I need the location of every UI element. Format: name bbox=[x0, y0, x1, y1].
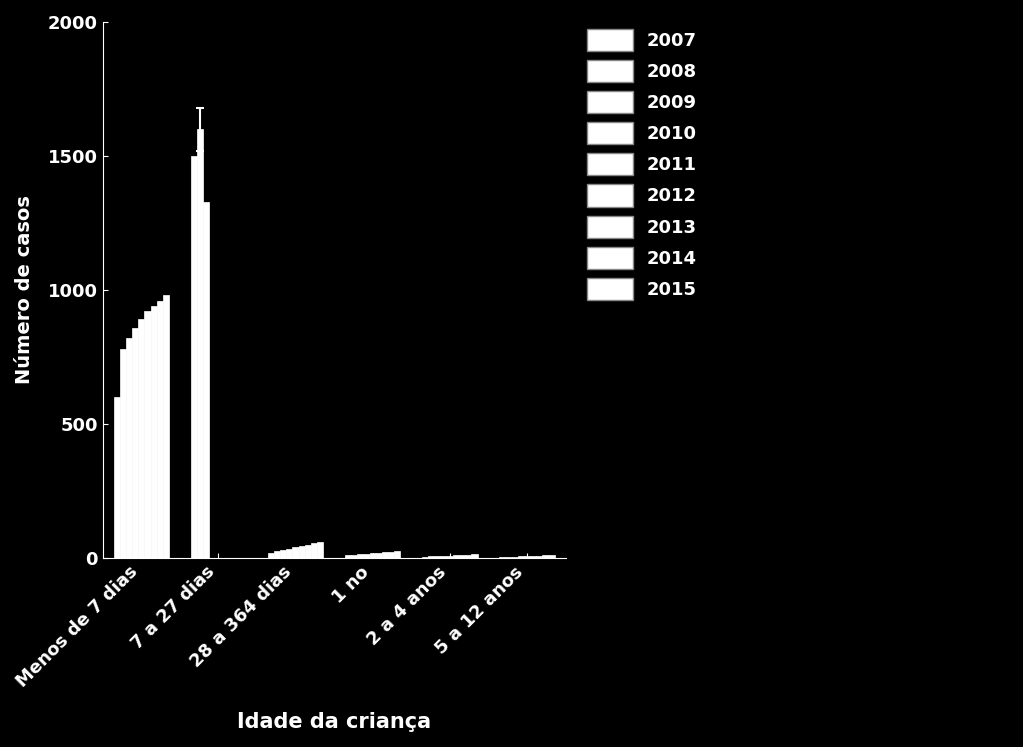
Bar bbox=[429, 557, 435, 558]
Bar bbox=[499, 557, 505, 558]
Bar bbox=[280, 550, 286, 558]
Bar bbox=[351, 555, 357, 558]
Bar bbox=[144, 311, 150, 558]
Bar bbox=[363, 554, 369, 558]
Bar bbox=[311, 543, 317, 558]
Bar bbox=[375, 553, 382, 558]
Bar bbox=[190, 156, 196, 558]
Bar bbox=[150, 306, 157, 558]
Bar bbox=[293, 548, 299, 558]
Bar bbox=[305, 545, 311, 558]
Bar bbox=[536, 556, 542, 558]
Bar bbox=[524, 556, 530, 558]
Bar bbox=[345, 555, 351, 558]
Bar bbox=[357, 554, 363, 558]
Bar bbox=[196, 129, 203, 558]
Bar bbox=[422, 557, 429, 558]
Bar bbox=[157, 301, 163, 558]
Bar bbox=[441, 556, 447, 558]
Bar bbox=[472, 554, 478, 558]
Bar bbox=[394, 551, 400, 558]
Bar bbox=[447, 556, 453, 558]
Bar bbox=[548, 555, 554, 558]
Bar bbox=[203, 202, 209, 558]
Legend: 2007, 2008, 2009, 2010, 2011, 2012, 2013, 2014, 2015: 2007, 2008, 2009, 2010, 2011, 2012, 2013… bbox=[580, 22, 705, 307]
Bar bbox=[369, 553, 375, 558]
Bar bbox=[512, 557, 518, 558]
Bar bbox=[274, 551, 280, 558]
Bar bbox=[505, 557, 512, 558]
Bar bbox=[465, 555, 472, 558]
Bar bbox=[382, 552, 388, 558]
Bar bbox=[132, 327, 138, 558]
Bar bbox=[317, 542, 323, 558]
Bar bbox=[163, 295, 169, 558]
Bar bbox=[435, 556, 441, 558]
Bar bbox=[388, 551, 394, 558]
Bar bbox=[268, 553, 274, 558]
Y-axis label: Número de casos: Número de casos bbox=[15, 196, 34, 385]
Bar bbox=[286, 548, 293, 558]
Bar bbox=[120, 349, 126, 558]
Bar bbox=[453, 555, 459, 558]
Bar bbox=[299, 546, 305, 558]
X-axis label: Idade da criança: Idade da criança bbox=[237, 712, 432, 732]
Bar bbox=[530, 556, 536, 558]
Bar bbox=[126, 338, 132, 558]
Bar bbox=[542, 555, 548, 558]
Bar bbox=[114, 397, 120, 558]
Bar bbox=[138, 320, 144, 558]
Bar bbox=[459, 555, 465, 558]
Bar bbox=[518, 557, 524, 558]
